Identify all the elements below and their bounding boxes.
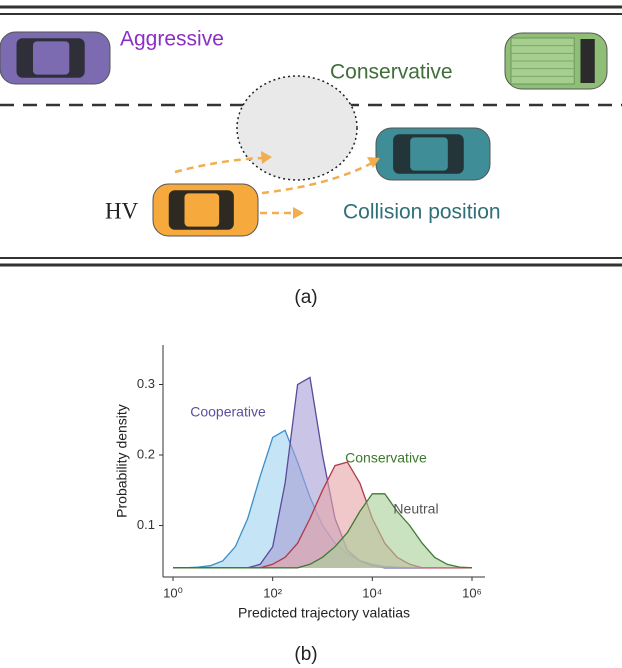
cars [0, 31, 608, 237]
roof [33, 41, 70, 75]
truck [504, 32, 608, 90]
road [0, 5, 622, 267]
x-axis-label: Predicted trajectory valatias [238, 605, 410, 621]
caption-a: (a) [294, 287, 317, 308]
y-axis-label: Probability density [114, 404, 130, 518]
y-tick-label: 0.2 [137, 446, 155, 461]
y-tick-label: 0.1 [137, 517, 155, 532]
roof [184, 193, 220, 227]
density-fill [173, 462, 472, 568]
label-collision: Collision position [343, 201, 501, 224]
label-conservative: Conservative [330, 61, 453, 84]
arrows [174, 151, 380, 219]
chart: 0.1 0.2 0.3 10⁰ 10² 10⁴ 10⁶ Predicted trajector… [114, 345, 485, 665]
car [375, 127, 491, 181]
arrow-head [293, 207, 304, 219]
series-label: Cooperative [190, 404, 266, 420]
x-tick-label: 10⁴ [362, 585, 382, 600]
y-tick-label: 0.3 [137, 376, 155, 391]
density-fill [173, 377, 472, 568]
caption-b: (b) [294, 644, 317, 665]
arrow [261, 161, 373, 195]
windshield [580, 39, 595, 83]
density-line [173, 493, 473, 569]
arrow-head [367, 157, 380, 168]
x-tick-label: 10⁶ [462, 585, 482, 600]
arrow-head [261, 151, 272, 164]
series-label: Neutral [393, 501, 438, 517]
label-aggressive: Aggressive [120, 28, 224, 51]
density-fill [173, 430, 472, 568]
car [152, 183, 259, 237]
arrow [174, 156, 263, 174]
x-tick-label: 10² [263, 585, 282, 600]
series-label: Conservative [345, 450, 427, 466]
x-tick-label: 10⁰ [163, 585, 183, 600]
collision-zone [236, 75, 358, 181]
roof [410, 137, 448, 171]
label-hv: HV [105, 198, 139, 223]
car [0, 31, 111, 85]
